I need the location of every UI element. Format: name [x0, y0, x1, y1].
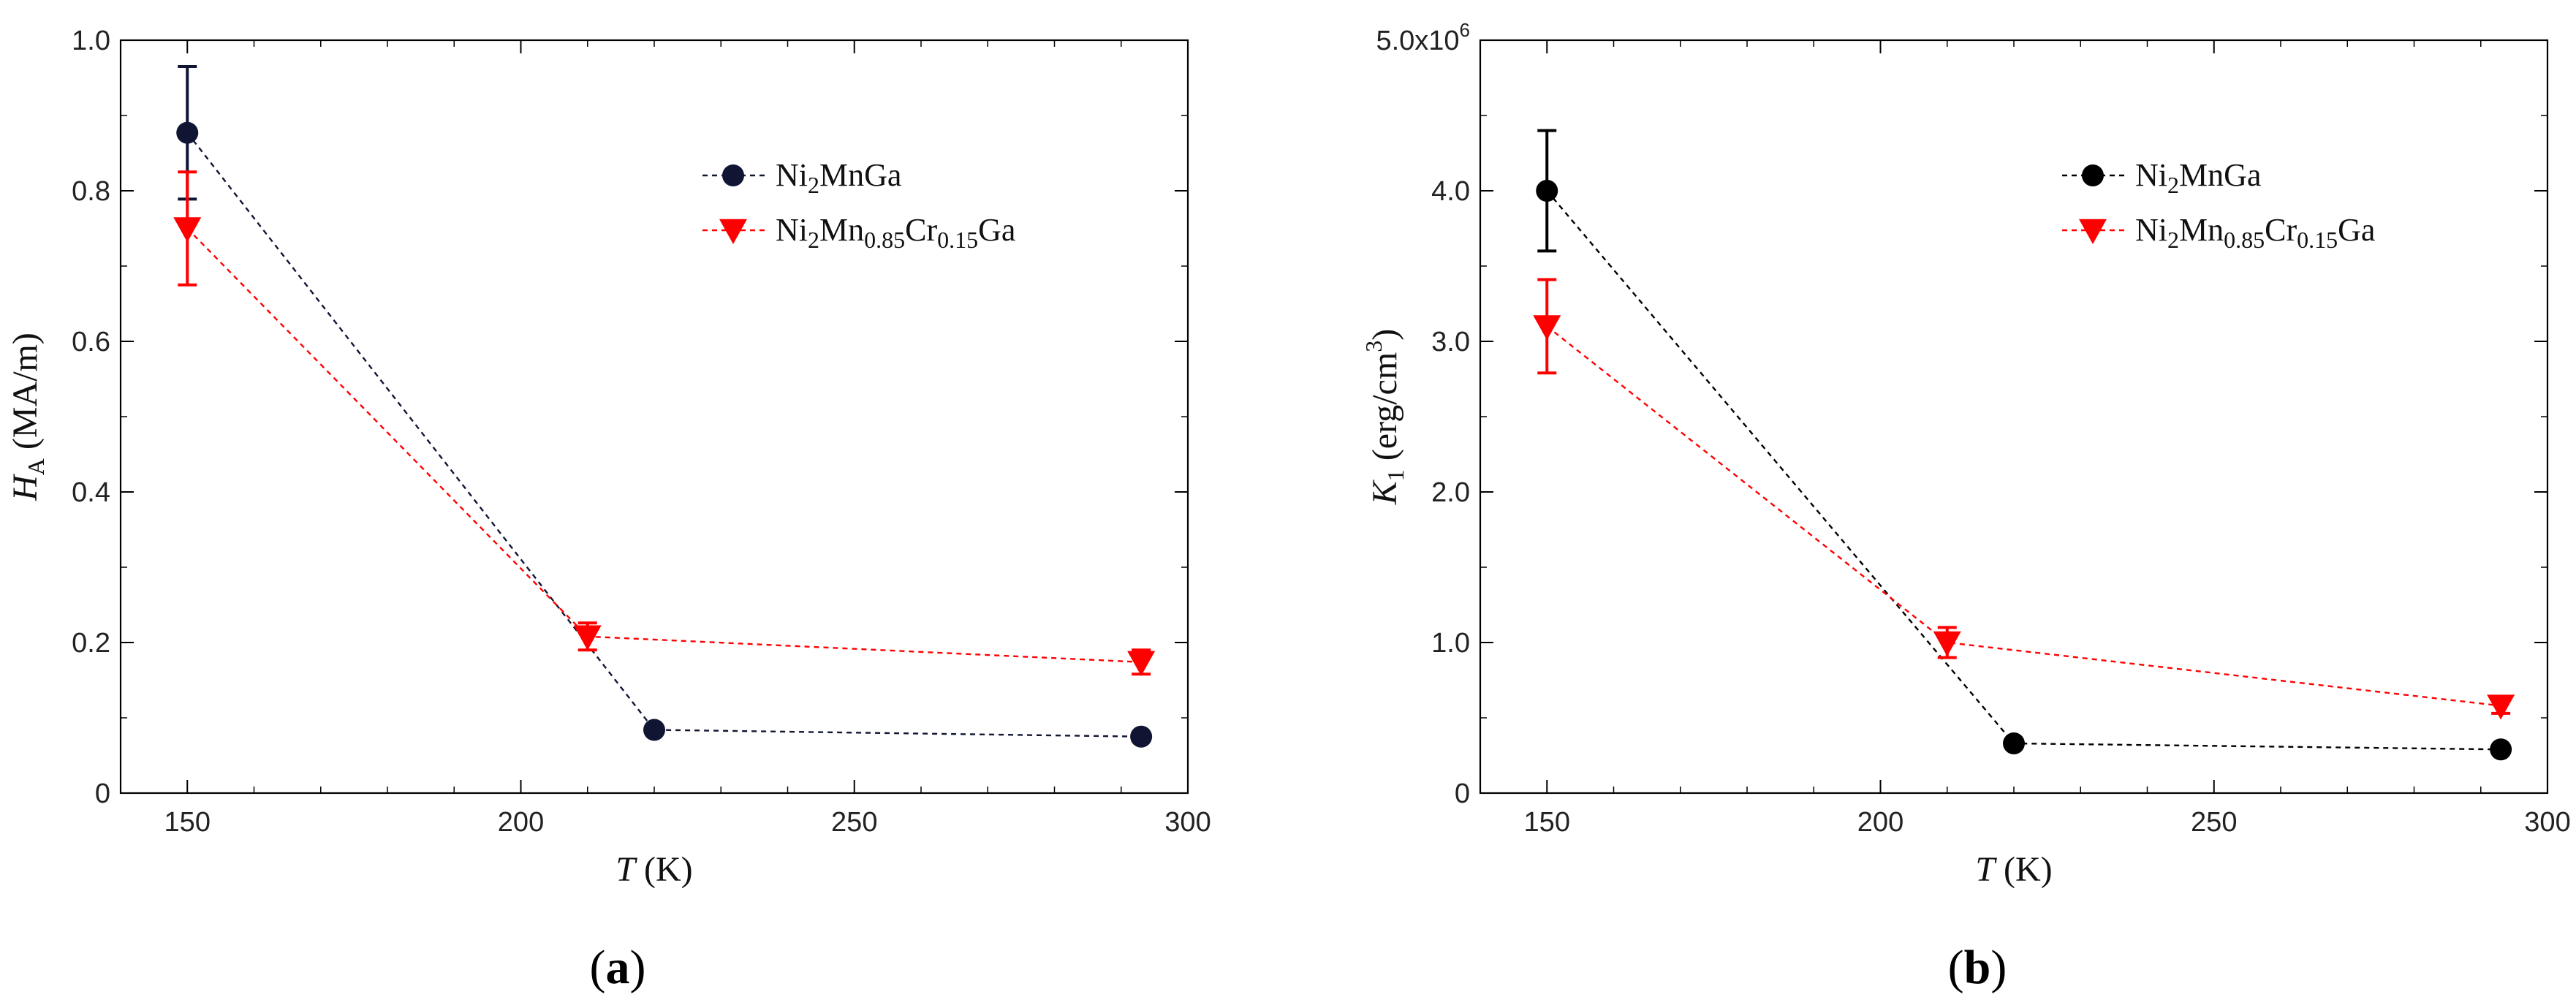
legend-entry: Ni2Mn0.85Cr0.15Ga: [702, 212, 1015, 253]
series-line: [1546, 325, 2501, 707]
legend-marker: [2082, 164, 2104, 186]
x-tick-label: 300: [1164, 807, 1211, 838]
series-ni2mn085cr015ga: [173, 170, 1156, 676]
legend-marker: [2079, 219, 2107, 244]
legend-marker: [719, 219, 747, 244]
y-tick-label: 1.0: [72, 26, 110, 56]
data-point: [2490, 738, 2512, 761]
data-point: [2003, 732, 2025, 755]
legend-entry: Ni2Mn0.85Cr0.15Ga: [2062, 212, 2375, 253]
x-tick-label: 150: [164, 807, 211, 838]
series-ni2mn085cr015ga: [1533, 278, 2515, 720]
panel-label: (b): [1948, 941, 2007, 994]
plot-frame: [119, 39, 1189, 795]
legend-label: Ni2MnGa: [776, 157, 901, 198]
data-point: [1933, 631, 1961, 656]
y-tick-label: 0.6: [72, 327, 110, 357]
panel-label: (a): [590, 941, 646, 994]
x-axis-title: T (K): [1975, 850, 2052, 889]
y-tick-label: 1.0: [1431, 628, 1470, 659]
legend-label: Ni2Mn0.85Cr0.15Ga: [776, 212, 1015, 253]
y-tick-label: 3.0: [1431, 327, 1470, 357]
chart-panel-a: 150 200 250 300 0 0.2 0.4 0.6 0.8 1.0 T (K) HA (MA/…: [6, 26, 1211, 994]
plot-frame: [1479, 39, 2549, 795]
series-line: [186, 227, 1142, 663]
x-tick-label: 150: [1524, 807, 1570, 838]
y-axis-title: K1 (erg/cm3): [1360, 329, 1409, 505]
x-tick-label: 250: [2191, 807, 2237, 838]
series-line: [1546, 190, 2501, 751]
x-axis-title: T (K): [615, 850, 692, 889]
data-point: [1127, 651, 1156, 676]
y-tick-label: 0.2: [72, 628, 110, 659]
y-tick-label: 0.4: [72, 477, 110, 508]
x-tick-label: 300: [2524, 807, 2570, 838]
x-tick-label: 200: [1857, 807, 1903, 838]
legend-label: Ni2Mn0.85Cr0.15Ga: [2135, 212, 2375, 253]
x-tick-label: 250: [831, 807, 877, 838]
y-tick-label: 2.0: [1431, 477, 1470, 508]
series-ni2mnga: [176, 65, 1153, 748]
y-tick-label: 5.0x106: [1376, 19, 1470, 56]
series-ni2mnga: [1536, 129, 2512, 761]
chart-panel-b: 150 200 250 300 0 1.0 2.0 3.0 4.0 5.0x106 T (K) K1 …: [1360, 19, 2571, 994]
data-point: [2487, 694, 2515, 720]
y-tick-label: 0.8: [72, 176, 110, 207]
y-axis-title: HA (MA/m): [6, 333, 49, 501]
data-point: [1533, 315, 1561, 341]
data-point: [1536, 180, 1558, 202]
data-point: [176, 121, 199, 144]
y-tick-label: 4.0: [1431, 176, 1470, 207]
legend-marker: [722, 164, 744, 186]
data-point: [573, 625, 602, 651]
y-tick-label: 0: [1455, 778, 1470, 809]
data-point: [643, 719, 665, 741]
legend-label: Ni2MnGa: [2135, 157, 2261, 198]
legend-entry: Ni2MnGa: [2062, 157, 2261, 198]
data-point: [173, 217, 202, 243]
legend-entry: Ni2MnGa: [702, 157, 901, 198]
x-tick-label: 200: [498, 807, 544, 838]
y-tick-label: 0: [95, 778, 110, 809]
data-point: [1130, 725, 1153, 748]
